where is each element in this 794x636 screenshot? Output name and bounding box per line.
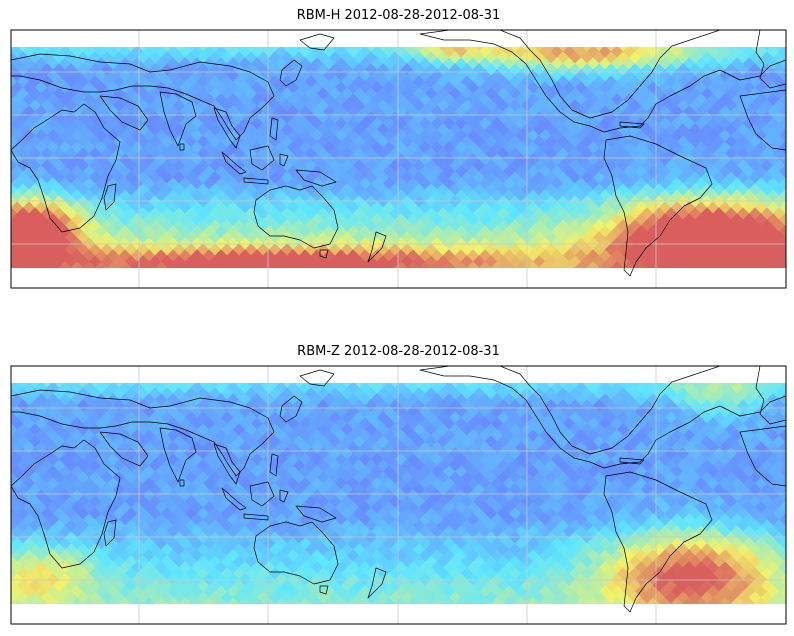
no-data-strip <box>11 268 786 288</box>
no-data-strip <box>11 30 786 47</box>
map-panel-rbm-z <box>0 336 794 636</box>
heatmap-layer <box>4 366 794 624</box>
heatmap-layer <box>4 30 794 288</box>
map-panel-rbm-h <box>0 0 794 300</box>
